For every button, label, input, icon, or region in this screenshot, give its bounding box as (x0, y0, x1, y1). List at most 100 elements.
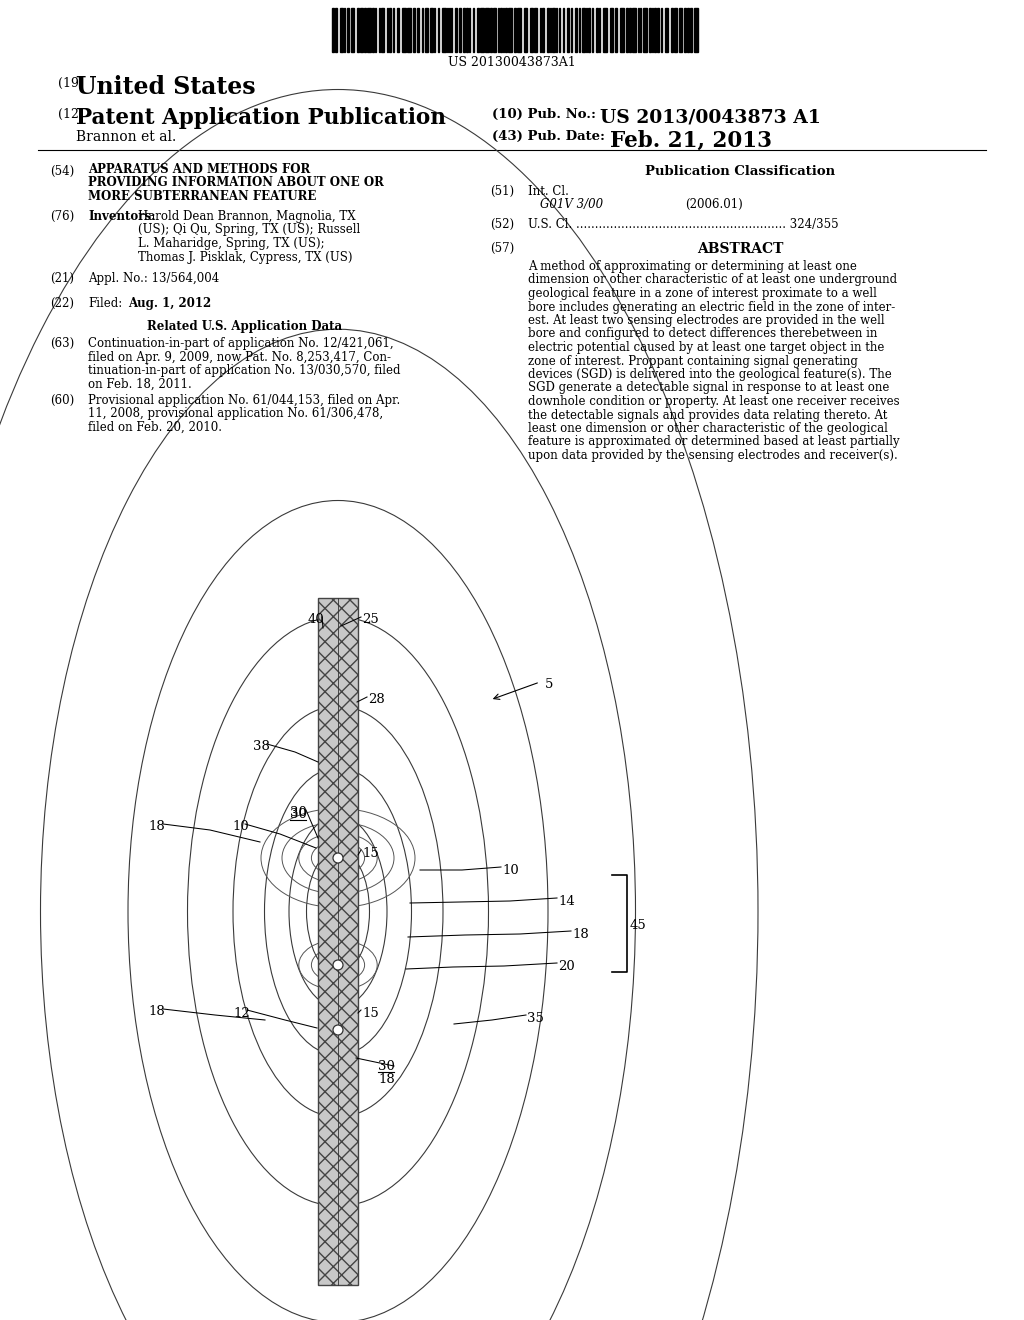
Text: United States: United States (76, 75, 256, 99)
Bar (485, 8, 489, 51)
Bar (654, 8, 656, 51)
Text: (22): (22) (50, 297, 74, 310)
Text: devices (SGD) is delivered into the geological feature(s). The: devices (SGD) is delivered into the geol… (528, 368, 892, 381)
Text: 15: 15 (362, 1007, 379, 1020)
Text: Harold Dean Brannon, Magnolia, TX: Harold Dean Brannon, Magnolia, TX (138, 210, 355, 223)
Text: (21): (21) (50, 272, 74, 285)
Text: electric potential caused by at least one target object in the: electric potential caused by at least on… (528, 341, 885, 354)
Bar (575, 8, 577, 51)
Text: 10: 10 (232, 820, 249, 833)
Text: 35: 35 (527, 1012, 544, 1026)
Bar (552, 8, 555, 51)
Bar (459, 8, 461, 51)
Circle shape (333, 853, 343, 863)
Bar (629, 8, 631, 51)
Text: 40: 40 (308, 612, 325, 626)
Bar (455, 8, 457, 51)
Text: U.S. Cl. ........................................................ 324/355: U.S. Cl. ...............................… (528, 218, 839, 231)
Bar (372, 8, 374, 51)
Bar (397, 8, 399, 51)
Bar (466, 8, 468, 51)
Text: A method of approximating or determining at least one: A method of approximating or determining… (528, 260, 857, 273)
Text: 20: 20 (558, 960, 574, 973)
Bar (671, 8, 673, 51)
Bar (588, 8, 590, 51)
Text: zone of interest. Proppant containing signal generating: zone of interest. Proppant containing si… (528, 355, 858, 367)
Text: bore includes generating an electric field in the zone of inter-: bore includes generating an electric fie… (528, 301, 895, 314)
Bar (665, 8, 668, 51)
Text: (54): (54) (50, 165, 75, 178)
Text: US 2013/0043873 A1: US 2013/0043873 A1 (600, 108, 821, 125)
Text: Thomas J. Pisklak, Cypress, TX (US): Thomas J. Pisklak, Cypress, TX (US) (138, 251, 352, 264)
Bar (610, 8, 613, 51)
Bar (360, 8, 362, 51)
Bar (402, 8, 406, 51)
Bar (340, 8, 343, 51)
Circle shape (333, 1026, 343, 1035)
Text: (57): (57) (490, 242, 514, 255)
Text: filed on Apr. 9, 2009, now Pat. No. 8,253,417, Con-: filed on Apr. 9, 2009, now Pat. No. 8,25… (88, 351, 391, 363)
Bar (364, 8, 366, 51)
Text: (12): (12) (58, 108, 84, 121)
Text: est. At least two sensing electrodes are provided in the well: est. At least two sensing electrodes are… (528, 314, 885, 327)
Bar (347, 8, 349, 51)
Bar (649, 8, 651, 51)
Bar (493, 8, 496, 51)
Bar (332, 8, 334, 51)
Text: 10: 10 (502, 865, 519, 876)
Text: Filed:: Filed: (88, 297, 122, 310)
Text: tinuation-in-part of application No. 13/030,570, filed: tinuation-in-part of application No. 13/… (88, 364, 400, 378)
Text: Provisional application No. 61/044,153, filed on Apr.: Provisional application No. 61/044,153, … (88, 393, 400, 407)
Bar (679, 8, 682, 51)
Bar (413, 8, 415, 51)
Bar (442, 8, 446, 51)
Bar (367, 8, 371, 51)
Text: SGD generate a detectable signal in response to at least one: SGD generate a detectable signal in resp… (528, 381, 890, 395)
Text: (52): (52) (490, 218, 514, 231)
Text: (US); Qi Qu, Spring, TX (US); Russell: (US); Qi Qu, Spring, TX (US); Russell (138, 223, 360, 236)
Text: 28: 28 (368, 693, 385, 706)
Text: Publication Classification: Publication Classification (645, 165, 835, 178)
Bar (480, 8, 484, 51)
Bar (626, 8, 628, 51)
Text: 12: 12 (233, 1007, 250, 1020)
Text: (60): (60) (50, 393, 75, 407)
Bar (477, 8, 479, 51)
Bar (657, 8, 659, 51)
Circle shape (333, 960, 343, 970)
Bar (514, 8, 516, 51)
Text: L. Maharidge, Spring, TX (US);: L. Maharidge, Spring, TX (US); (138, 238, 325, 249)
Bar (687, 8, 689, 51)
Bar (547, 8, 549, 51)
Text: Brannon et al.: Brannon et al. (76, 129, 176, 144)
Bar (351, 8, 354, 51)
Text: on Feb. 18, 2011.: on Feb. 18, 2011. (88, 378, 191, 391)
Text: PROVIDING INFORMATION ABOUT ONE OR: PROVIDING INFORMATION ABOUT ONE OR (88, 177, 384, 190)
Bar (335, 8, 337, 51)
Text: Appl. No.: 13/564,004: Appl. No.: 13/564,004 (88, 272, 219, 285)
Text: Inventors:: Inventors: (88, 210, 156, 223)
Text: feature is approximated or determined based at least partially: feature is approximated or determined ba… (528, 436, 900, 449)
Text: 14: 14 (558, 895, 574, 908)
Bar (674, 8, 677, 51)
Bar (425, 8, 428, 51)
Bar (407, 8, 411, 51)
Text: 45: 45 (630, 919, 647, 932)
Text: downhole condition or property. At least one receiver receives: downhole condition or property. At least… (528, 395, 900, 408)
Bar (490, 8, 492, 51)
Text: dimension or other characteristic of at least one underground: dimension or other characteristic of at … (528, 273, 897, 286)
Text: 11, 2008, provisional application No. 61/306,478,: 11, 2008, provisional application No. 61… (88, 408, 383, 421)
Text: Int. Cl.: Int. Cl. (528, 185, 569, 198)
Text: 30: 30 (290, 808, 307, 821)
Text: (2006.01): (2006.01) (685, 198, 742, 211)
Text: 15: 15 (362, 847, 379, 861)
Text: US 20130043873A1: US 20130043873A1 (449, 55, 575, 69)
Bar (463, 8, 465, 51)
Text: bore and configured to detect differences therebetween in: bore and configured to detect difference… (528, 327, 878, 341)
Bar (694, 8, 698, 51)
Text: APPARATUS AND METHODS FOR: APPARATUS AND METHODS FOR (88, 162, 310, 176)
Text: Patent Application Publication: Patent Application Publication (76, 107, 445, 129)
Text: 38: 38 (253, 741, 270, 752)
Text: (76): (76) (50, 210, 75, 223)
Text: Aug. 1, 2012: Aug. 1, 2012 (128, 297, 211, 310)
